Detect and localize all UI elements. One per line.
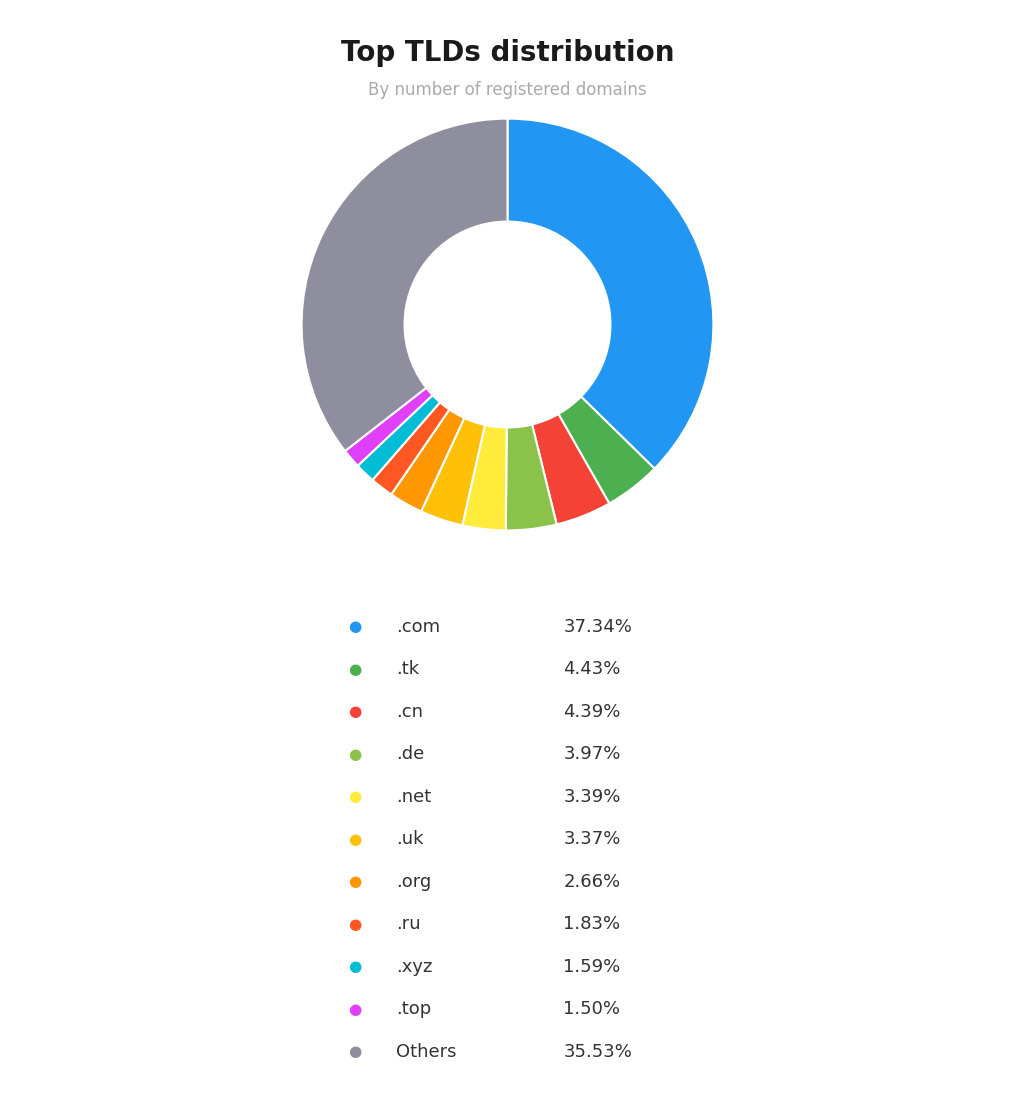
Text: By number of registered domains: By number of registered domains — [368, 81, 647, 98]
Text: 3.37%: 3.37% — [563, 830, 621, 848]
Wedge shape — [532, 414, 609, 525]
Text: ●: ● — [348, 661, 362, 677]
Text: ●: ● — [348, 704, 362, 720]
Text: ●: ● — [348, 1044, 362, 1060]
Text: ●: ● — [348, 831, 362, 847]
Wedge shape — [463, 425, 506, 530]
Text: .uk: .uk — [396, 830, 423, 848]
Text: ●: ● — [348, 746, 362, 762]
Text: Top TLDs distribution: Top TLDs distribution — [341, 39, 674, 67]
Wedge shape — [505, 424, 556, 530]
Text: .org: .org — [396, 873, 431, 891]
Text: .de: .de — [396, 745, 424, 763]
Text: .tk: .tk — [396, 660, 419, 678]
Text: .net: .net — [396, 788, 431, 806]
Wedge shape — [373, 402, 450, 495]
Text: 2.66%: 2.66% — [563, 873, 620, 891]
Wedge shape — [391, 410, 464, 511]
Wedge shape — [421, 419, 485, 526]
Text: Others: Others — [396, 1043, 457, 1061]
Text: .xyz: .xyz — [396, 958, 432, 976]
Text: .com: .com — [396, 618, 439, 636]
Wedge shape — [301, 119, 508, 451]
Text: 4.43%: 4.43% — [563, 660, 621, 678]
Text: .top: .top — [396, 1000, 431, 1018]
Text: 1.83%: 1.83% — [563, 915, 620, 933]
Text: ●: ● — [348, 916, 362, 932]
Text: ●: ● — [348, 619, 362, 634]
Wedge shape — [508, 119, 714, 469]
Wedge shape — [345, 388, 432, 466]
Text: .ru: .ru — [396, 915, 420, 933]
Text: 3.39%: 3.39% — [563, 788, 621, 806]
Text: ●: ● — [348, 789, 362, 805]
Text: .cn: .cn — [396, 703, 423, 721]
Wedge shape — [558, 396, 655, 504]
Text: 4.39%: 4.39% — [563, 703, 621, 721]
Text: ●: ● — [348, 1002, 362, 1017]
Text: 1.59%: 1.59% — [563, 958, 620, 976]
Text: 37.34%: 37.34% — [563, 618, 632, 636]
Text: ●: ● — [348, 959, 362, 975]
Text: 1.50%: 1.50% — [563, 1000, 620, 1018]
Wedge shape — [357, 395, 441, 480]
Text: 3.97%: 3.97% — [563, 745, 621, 763]
Text: 35.53%: 35.53% — [563, 1043, 632, 1061]
Text: ●: ● — [348, 874, 362, 890]
